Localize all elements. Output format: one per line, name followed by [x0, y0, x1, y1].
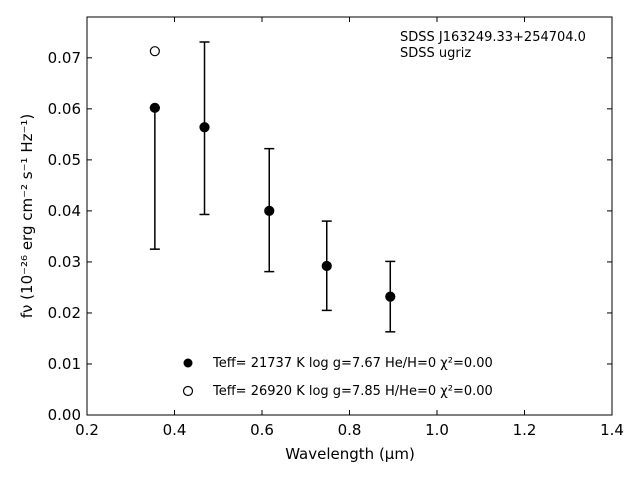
legend: Teff= 21737 K log g=7.67 He/H=0 χ²=0.00 … — [182, 356, 493, 399]
x-tick-label: 1.4 — [600, 421, 624, 439]
x-tick-label: 0.8 — [338, 421, 362, 439]
data-point-filled — [149, 102, 160, 113]
x-tick-label: 1.0 — [425, 421, 449, 439]
data-point-filled — [264, 205, 275, 216]
legend-marker-filled — [183, 358, 193, 368]
legend-label-model-2: Teff= 26920 K log g=7.85 H/He=0 χ²=0.00 — [212, 384, 493, 399]
data-point-filled — [385, 291, 396, 302]
object-name-annotation: SDSS J163249.33+254704.0 — [400, 30, 586, 45]
x-tick-label: 0.4 — [163, 421, 187, 439]
y-tick-label: 0.04 — [48, 202, 81, 220]
y-tick-label: 0.07 — [48, 49, 81, 67]
data-point-filled — [321, 260, 332, 272]
y-tick-label: 0.03 — [48, 253, 81, 271]
axis-ticks: 0.2 0.4 0.6 0.8 1.0 1.2 1.4 0.00 0.01 0.02 0.03 0.0… — [48, 17, 624, 439]
legend-label-model-1: Teff= 21737 K log g=7.67 He/H=0 χ²=0.00 — [212, 356, 493, 371]
data-point-open — [149, 46, 160, 57]
x-tick-label: 0.6 — [250, 421, 274, 439]
filter-set-annotation: SDSS ugriz — [400, 46, 471, 61]
y-tick-label: 0.06 — [48, 100, 81, 118]
y-tick-label: 0.02 — [48, 304, 81, 322]
x-tick-label: 1.2 — [513, 421, 537, 439]
x-tick-label: 0.2 — [75, 421, 99, 439]
x-axis-label: Wavelength (μm) — [285, 445, 415, 463]
y-tick-label: 0.00 — [48, 406, 81, 424]
y-axis-label: fν (10⁻²⁶ erg cm⁻² s⁻¹ Hz⁻¹) — [18, 114, 36, 319]
data-point-filled — [199, 122, 210, 133]
y-tick-label: 0.05 — [48, 151, 81, 169]
y-tick-label: 0.01 — [48, 355, 81, 373]
data-marks — [149, 41, 396, 333]
legend-marker-open — [182, 385, 194, 397]
